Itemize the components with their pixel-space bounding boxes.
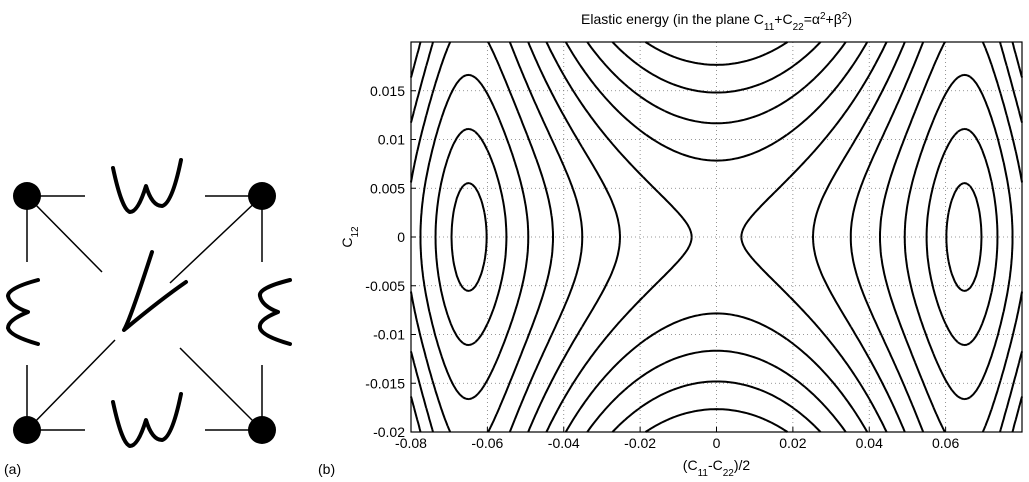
chart-title-part: 2 — [820, 11, 826, 22]
x-tick-label: 0.02 — [779, 435, 806, 451]
chart-title-part: +C — [774, 11, 792, 27]
chart-title-part: ) — [847, 11, 852, 27]
y-axis-label-part: C — [339, 238, 355, 248]
x-tick-label: 0 — [713, 435, 721, 451]
y-tick-label: 0.005 — [370, 180, 405, 196]
chart-title-part: 11 — [764, 22, 775, 33]
x-axis-label-part: 11 — [698, 468, 709, 479]
x-axis-label-part: (C — [683, 457, 698, 473]
y-tick-label: 0.015 — [370, 83, 405, 99]
chart-title-part: +β — [826, 11, 842, 27]
y-tick-label: -0.005 — [365, 278, 405, 294]
x-axis-label-part: 22 — [723, 468, 735, 479]
y-tick-label: 0 — [397, 229, 405, 245]
panel-label: (b) — [318, 461, 335, 477]
contour-line — [644, 41, 789, 433]
y-tick-label: -0.02 — [373, 424, 405, 440]
y-tick-label: -0.015 — [365, 375, 405, 391]
contour-line — [586, 41, 847, 433]
chart-title-part: 2 — [842, 11, 848, 22]
y-tick-label: -0.01 — [373, 327, 405, 343]
x-tick-label: -0.06 — [471, 435, 503, 451]
x-axis-label-part: )/2 — [734, 457, 751, 473]
chart-title-part: Elastic energy (in the plane C — [581, 11, 764, 27]
contour-line — [450, 182, 983, 292]
contour-line — [410, 41, 1023, 433]
plot-frame — [410, 41, 1023, 433]
y-axis-label-part: 12 — [350, 226, 361, 238]
x-tick-label: -0.04 — [548, 435, 580, 451]
y-tick-label: 0.01 — [378, 132, 405, 148]
x-tick-label: -0.08 — [395, 435, 427, 451]
contour-line — [410, 41, 1023, 433]
contour-line — [419, 73, 1014, 401]
diagram-a — [6, 158, 292, 448]
contour-line — [545, 41, 888, 433]
x-axis-label-part: -C — [708, 457, 723, 473]
contour-line — [410, 41, 1023, 433]
x-axis-label: (C11-C22)/2 — [683, 457, 751, 479]
chart-title-part: =α — [804, 11, 820, 27]
x-tick-label: 0.04 — [856, 435, 883, 451]
y-axis-label: C12 — [339, 226, 361, 248]
contour-line — [564, 41, 869, 433]
panel-label: (a) — [4, 461, 21, 477]
x-tick-label: 0.06 — [932, 435, 959, 451]
chart-title-part: 22 — [793, 22, 805, 33]
x-tick-label: -0.02 — [624, 435, 656, 451]
contour-line — [434, 127, 999, 347]
chart-title: Elastic energy (in the plane C11+C22=α2+… — [581, 11, 852, 33]
